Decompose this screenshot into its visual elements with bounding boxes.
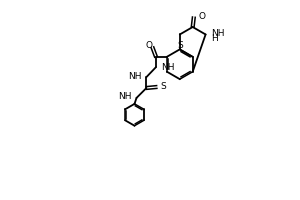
Text: H: H	[211, 34, 218, 43]
Text: NH: NH	[161, 63, 175, 72]
Text: NH: NH	[118, 92, 131, 101]
Text: NH: NH	[211, 29, 225, 38]
Text: S: S	[178, 41, 183, 50]
Text: O: O	[198, 12, 205, 21]
Text: NH: NH	[128, 72, 142, 81]
Text: O: O	[145, 41, 152, 50]
Text: S: S	[161, 82, 167, 91]
